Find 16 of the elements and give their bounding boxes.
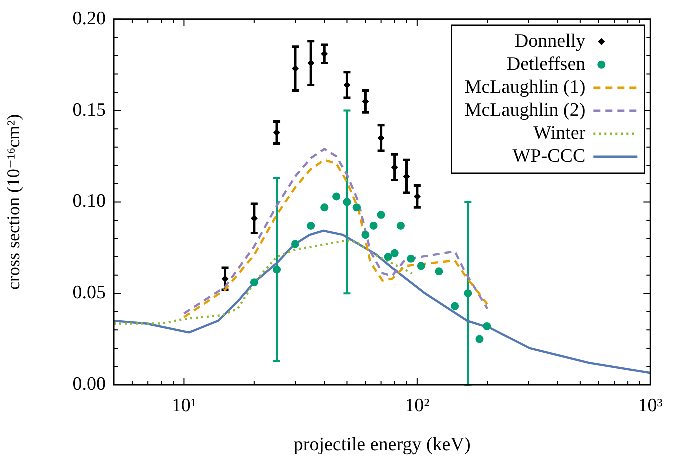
y-tick-label: 0.20 xyxy=(72,8,106,30)
y-tick-label: 0.15 xyxy=(72,100,106,121)
y-tick-label: 0.00 xyxy=(72,374,106,395)
legend-label: Winter xyxy=(534,122,586,144)
x-tick-label: 10³ xyxy=(638,395,664,416)
x-tick-label: 10² xyxy=(405,395,430,416)
y-tick-label: 0.10 xyxy=(72,191,106,212)
legend-label: McLaughlin (1) xyxy=(464,76,586,98)
legend-label: Detleffsen xyxy=(506,54,586,75)
y-axis-title: cross section (10⁻¹⁶cm²) xyxy=(4,114,24,290)
legend-label: McLaughlin (2) xyxy=(464,100,586,121)
y-tick-label: 0.05 xyxy=(72,282,106,304)
x-axis-title: projectile energy (keV) xyxy=(294,434,471,456)
legend-label: WP-CCC xyxy=(512,146,586,167)
x-tick-label: 10¹ xyxy=(172,395,197,416)
legend-label: Donnelly xyxy=(514,30,586,52)
